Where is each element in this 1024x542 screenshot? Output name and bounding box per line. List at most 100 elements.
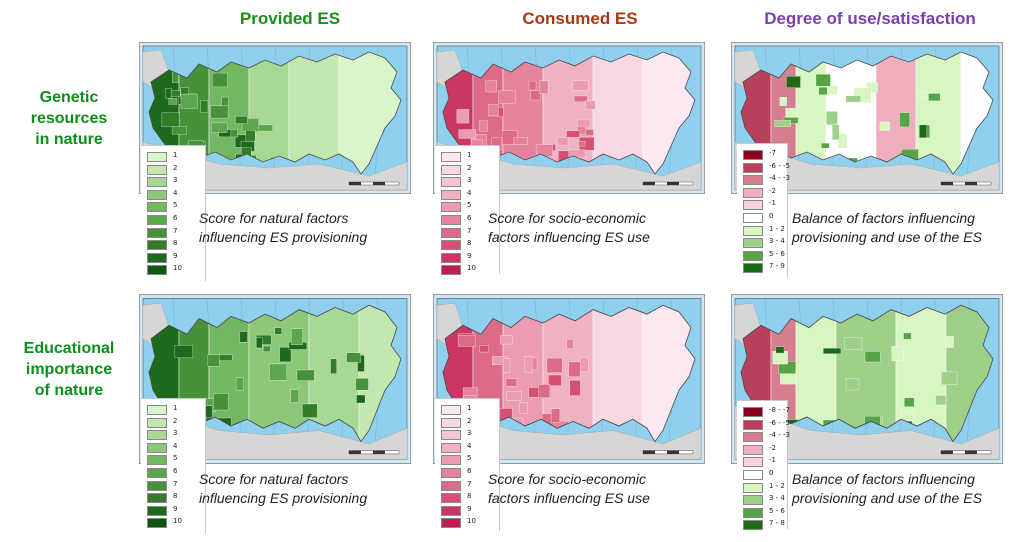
legend-label: 7 — [467, 479, 472, 488]
legend-swatch — [441, 442, 461, 453]
legend-label: 1 — [467, 151, 472, 159]
legend-label: 8 — [173, 239, 178, 248]
legend-swatch — [441, 518, 461, 529]
legend-swatch — [147, 202, 167, 213]
legend-label: 3 - 4 — [769, 494, 785, 503]
legend-swatch — [147, 177, 167, 188]
legend-provided-educational: 1 2 3 4 5 6 7 8 9 10 — [141, 398, 206, 533]
legend-label: 6 — [467, 467, 472, 475]
legend-swatch — [743, 200, 763, 211]
legend-swatch — [743, 507, 763, 518]
legend-balance-educational: -8 - -7 -6 - -5 -4 - -3 -2 -1 0 1 - 2 3 - 4 5 - … — [737, 400, 790, 531]
legend-swatch — [147, 417, 167, 428]
legend-swatch — [441, 240, 461, 251]
map-panel-genetic-consumed — [433, 42, 705, 194]
caption-line: Score for natural factors — [199, 471, 349, 487]
caption-provided-educational: Score for natural factors influencing ES… — [199, 470, 419, 508]
legend-label: -1 — [769, 199, 776, 208]
legend-swatch — [147, 405, 167, 415]
legend-label: 5 — [467, 454, 472, 463]
caption-line: Balance of factors influencing — [792, 210, 975, 226]
legend-swatch — [743, 457, 763, 468]
legend-label: -6 - -5 — [769, 161, 790, 170]
row-title-line: Genetic — [39, 89, 99, 106]
column-title-consumed: Consumed ES — [522, 9, 638, 28]
legend-label: -2 — [769, 443, 776, 452]
row-title-genetic: Genetic resources in nature — [0, 87, 138, 150]
legend-swatch — [441, 493, 461, 504]
caption-balance-genetic: Balance of factors influencing provision… — [792, 209, 1012, 247]
row-title-line: resources — [30, 110, 108, 127]
legend-label: 1 — [173, 404, 178, 412]
legend-swatch — [147, 152, 167, 162]
legend-label: 4 — [173, 188, 178, 197]
legend-swatch — [441, 405, 461, 415]
legend-label: -8 - -7 — [769, 406, 790, 414]
legend-swatch — [743, 263, 763, 274]
legend-label: 9 — [173, 251, 178, 260]
legend-label: 3 — [173, 176, 178, 185]
legend-provided-genetic: 1 2 3 4 5 6 7 8 9 10 — [141, 145, 206, 281]
caption-balance-educational: Balance of factors influencing provision… — [792, 470, 1012, 508]
legend-label: 10 — [173, 264, 182, 273]
legend-label: 2 — [173, 416, 178, 425]
legend-label: 3 — [467, 429, 472, 438]
caption-line: Balance of factors influencing — [792, 471, 975, 487]
legend-label: 2 — [467, 163, 472, 172]
legend-label: 1 - 2 — [769, 224, 785, 233]
legend-swatch — [441, 455, 461, 466]
legend-swatch — [147, 430, 167, 441]
legend-label: -2 — [769, 186, 776, 195]
legend-label: 1 - 2 — [769, 481, 785, 490]
legend-label: 0 — [769, 469, 774, 477]
legend-swatch — [147, 215, 167, 225]
legend-label: 7 — [173, 226, 178, 235]
caption-consumed-genetic: Score for socio-economic factors influen… — [488, 209, 708, 247]
legend-label: 1 — [467, 404, 472, 412]
map-panel-educational-balance — [731, 294, 1003, 464]
caption-line: influencing ES provisioning — [199, 229, 368, 245]
legend-swatch — [441, 468, 461, 478]
legend-label: 7 — [173, 479, 178, 488]
caption-line: factors influencing ES use — [488, 229, 650, 245]
legend-label: 5 - 6 — [769, 506, 785, 515]
legend-swatch — [743, 175, 763, 186]
caption-provided-genetic: Score for natural factors influencing ES… — [199, 209, 419, 247]
row-title-line: importance — [25, 361, 113, 378]
legend-swatch — [441, 252, 461, 263]
caption-line: factors influencing ES use — [488, 490, 650, 506]
legend-swatch — [743, 495, 763, 506]
legend-label: 3 - 4 — [769, 237, 785, 246]
legend-label: 4 — [467, 441, 472, 450]
caption-line: Score for natural factors — [199, 210, 349, 226]
legend-label: 10 — [467, 264, 476, 273]
legend-swatch — [147, 480, 167, 491]
legend-consumed-genetic: 1 2 3 4 5 6 7 8 9 10 — [435, 145, 500, 276]
legend-swatch — [441, 215, 461, 225]
legend-swatch — [441, 164, 461, 175]
choropleth-map — [139, 294, 411, 464]
legend-swatch — [441, 505, 461, 516]
legend-label: 8 — [173, 492, 178, 501]
legend-swatch — [743, 419, 763, 430]
legend-swatch — [441, 202, 461, 213]
legend-label: -4 - -3 — [769, 431, 790, 440]
row-title-line: in nature — [35, 131, 103, 148]
legend-swatch — [743, 187, 763, 198]
legend-swatch — [147, 505, 167, 516]
legend-label: 7 — [467, 226, 472, 235]
legend-swatch — [147, 227, 167, 238]
legend-label: 5 — [467, 201, 472, 210]
choropleth-map — [139, 42, 411, 194]
legend-label: 9 — [173, 504, 178, 513]
legend-label: 8 — [467, 239, 472, 248]
legend-label: 5 — [173, 201, 178, 210]
legend-swatch — [743, 238, 763, 249]
choropleth-map — [433, 42, 705, 194]
legend-label: -1 — [769, 456, 776, 465]
legend-label: 3 — [173, 429, 178, 438]
caption-line: provisioning and use of the ES — [792, 490, 982, 506]
legend-label: 5 — [173, 454, 178, 463]
legend-swatch — [441, 189, 461, 200]
legend-label: 4 — [467, 188, 472, 197]
